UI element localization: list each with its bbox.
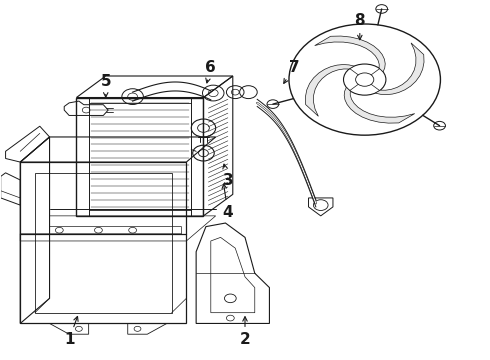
Text: 8: 8 <box>354 13 365 40</box>
Text: 3: 3 <box>222 164 233 188</box>
Text: 4: 4 <box>222 184 233 220</box>
Polygon shape <box>315 36 385 72</box>
Polygon shape <box>305 64 354 116</box>
Text: 5: 5 <box>100 74 111 97</box>
Text: 7: 7 <box>284 59 299 84</box>
Polygon shape <box>375 43 424 95</box>
Text: 2: 2 <box>240 317 250 347</box>
Text: 1: 1 <box>64 316 78 347</box>
Text: 6: 6 <box>205 59 216 83</box>
Polygon shape <box>344 87 415 123</box>
